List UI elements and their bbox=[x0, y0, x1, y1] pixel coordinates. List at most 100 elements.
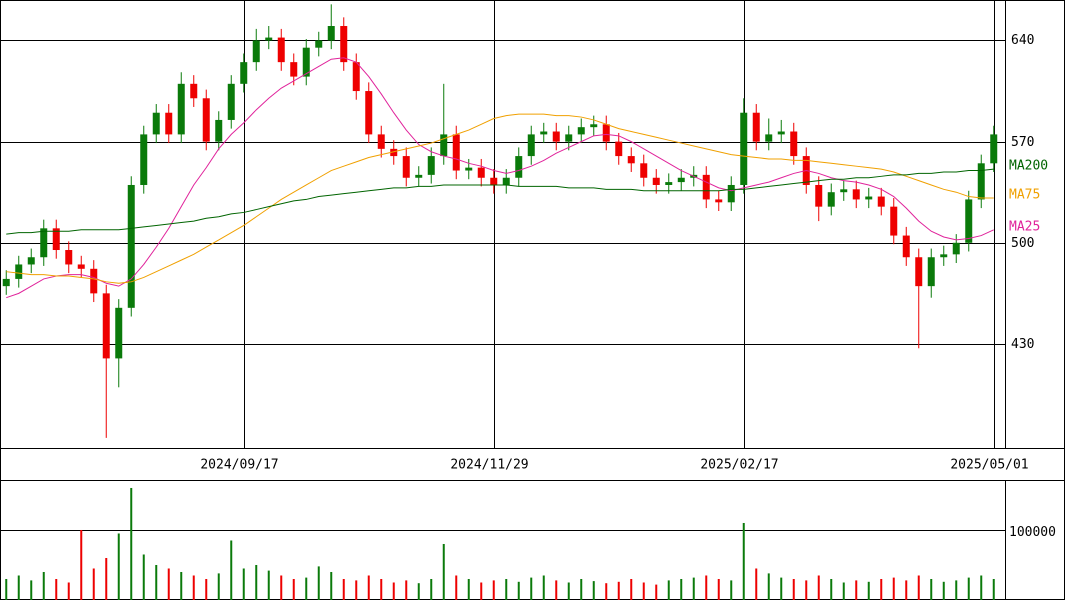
candle-body bbox=[615, 141, 623, 157]
y-tick-label: 100000 bbox=[1009, 525, 1056, 540]
volume-bar bbox=[780, 577, 783, 600]
candle-body bbox=[902, 235, 910, 258]
volume-bar bbox=[917, 575, 920, 600]
volume-bar bbox=[817, 575, 820, 600]
volume-bar bbox=[155, 564, 158, 600]
candle-body bbox=[740, 112, 748, 185]
legend-label: MA25 bbox=[1009, 219, 1040, 234]
volume-bar bbox=[905, 580, 908, 600]
volume-bar bbox=[392, 582, 395, 600]
candle-body bbox=[527, 134, 535, 157]
y-tick-label: 640 bbox=[1011, 33, 1034, 48]
volume-bar bbox=[242, 568, 245, 600]
candle-body bbox=[477, 167, 485, 178]
volume-bar bbox=[317, 566, 320, 600]
volume-bar bbox=[942, 581, 945, 600]
candle-body bbox=[227, 83, 235, 120]
volume-bar bbox=[480, 582, 483, 600]
candle-body bbox=[265, 37, 273, 41]
candle-body bbox=[577, 127, 585, 135]
volume-bar bbox=[442, 543, 445, 600]
candle-body bbox=[915, 257, 923, 287]
volume-bar bbox=[792, 578, 795, 600]
volume-bar bbox=[767, 573, 770, 600]
volume-bar bbox=[267, 570, 270, 600]
candle-body bbox=[977, 163, 985, 200]
candle-body bbox=[890, 206, 898, 236]
x-tick-label: 2025/05/01 bbox=[950, 458, 1028, 473]
volume-bar bbox=[105, 557, 108, 600]
candle-body bbox=[52, 228, 60, 251]
y-tick-label: 500 bbox=[1011, 236, 1034, 251]
candle-body bbox=[177, 83, 185, 135]
volume-bar bbox=[230, 540, 233, 600]
volume-bar bbox=[580, 578, 583, 600]
volume-bar bbox=[955, 580, 958, 600]
candle-body bbox=[90, 268, 98, 294]
volume-bar bbox=[17, 575, 20, 600]
legend-label: MA75 bbox=[1009, 187, 1040, 202]
candle-body bbox=[427, 156, 435, 175]
candle-body bbox=[590, 124, 598, 128]
candle-body bbox=[152, 112, 160, 135]
volume-bar bbox=[730, 580, 733, 600]
x-tick-label: 2024/11/29 bbox=[450, 458, 528, 473]
candle-body bbox=[840, 189, 848, 193]
volume-bar bbox=[467, 578, 470, 600]
candle-body bbox=[377, 134, 385, 149]
volume-bar bbox=[967, 577, 970, 600]
volume-bar bbox=[630, 578, 633, 600]
moving-average-line bbox=[6, 168, 994, 235]
candle-body bbox=[165, 112, 173, 135]
candle-body bbox=[790, 131, 798, 157]
candle-body bbox=[140, 134, 148, 185]
volume-bar bbox=[655, 584, 658, 600]
volume-bar bbox=[80, 529, 83, 600]
candle-body bbox=[327, 26, 335, 41]
candle-body bbox=[990, 134, 998, 164]
candle-body bbox=[827, 192, 835, 207]
volume-bar bbox=[692, 577, 695, 600]
volume-bar bbox=[355, 580, 358, 600]
candle-body bbox=[515, 156, 523, 178]
volume-bar bbox=[667, 580, 670, 600]
candle-body bbox=[927, 257, 935, 287]
candle-body bbox=[727, 184, 735, 203]
volume-bar bbox=[680, 578, 683, 600]
volume-bar bbox=[305, 577, 308, 600]
volume-bar bbox=[117, 533, 120, 600]
volume-bar bbox=[30, 580, 33, 600]
volume-bar bbox=[92, 568, 95, 600]
volume-bar bbox=[380, 578, 383, 600]
volume-bar bbox=[705, 575, 708, 600]
volume-bar bbox=[455, 575, 458, 600]
volume-bar bbox=[342, 578, 345, 600]
candle-body bbox=[15, 264, 23, 279]
candle-body bbox=[202, 98, 210, 142]
candle-body bbox=[502, 177, 510, 185]
volume-bar bbox=[492, 580, 495, 600]
volume-bar bbox=[617, 581, 620, 600]
y-tick-label: 430 bbox=[1011, 337, 1034, 352]
volume-bar bbox=[142, 554, 145, 600]
volume-bar bbox=[517, 581, 520, 600]
candle-body bbox=[552, 131, 560, 142]
volume-bar bbox=[830, 578, 833, 600]
candle-body bbox=[565, 134, 573, 142]
candle-body bbox=[352, 62, 360, 92]
candle-body bbox=[27, 257, 35, 265]
candle-body bbox=[77, 264, 85, 269]
volume-bar bbox=[855, 580, 858, 600]
volume-bar bbox=[367, 575, 370, 600]
volume-bar bbox=[280, 575, 283, 600]
volume-bar bbox=[505, 578, 508, 600]
volume-bar bbox=[42, 571, 45, 600]
volume-bar bbox=[217, 573, 220, 600]
candle-body bbox=[40, 228, 48, 258]
volume-bar bbox=[180, 571, 183, 600]
candle-body bbox=[877, 196, 885, 207]
candle-body bbox=[65, 250, 73, 265]
candle-body bbox=[702, 174, 710, 200]
volume-bar bbox=[867, 581, 870, 600]
